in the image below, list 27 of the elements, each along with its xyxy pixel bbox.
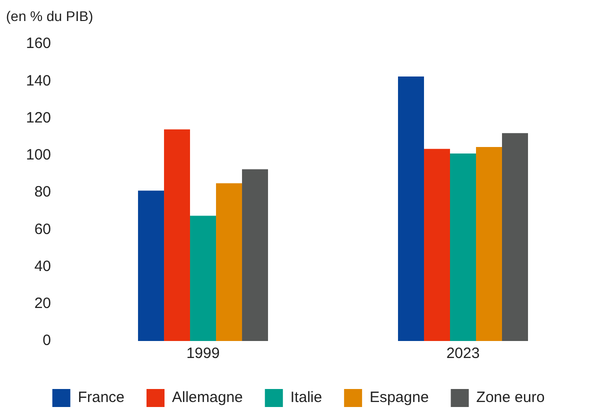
bar <box>242 169 268 341</box>
bar <box>424 148 450 341</box>
bar <box>190 216 216 341</box>
x-tick-label: 2023 <box>446 345 480 362</box>
bar <box>138 190 164 341</box>
x-tick-label: 1999 <box>186 345 220 362</box>
bar <box>164 129 190 341</box>
bar <box>450 154 476 341</box>
bar <box>216 183 242 341</box>
legend-label: France <box>78 389 125 406</box>
legend-label: Zone euro <box>476 389 545 406</box>
y-tick-label: 140 <box>26 72 52 90</box>
legend-label: Allemagne <box>172 389 243 406</box>
bar <box>502 133 528 341</box>
y-tick-label: 160 <box>26 35 52 52</box>
y-tick-label: 40 <box>34 258 52 275</box>
y-tick-label: 120 <box>26 109 52 126</box>
y-tick-label: 0 <box>42 332 52 350</box>
y-axis-title: (en % du PIB) <box>6 8 94 24</box>
legend-label: Italie <box>290 389 322 406</box>
y-tick-label: 20 <box>34 295 52 312</box>
bar <box>476 147 502 341</box>
legend-label: Espagne <box>370 389 429 406</box>
y-tick-label: 100 <box>26 146 52 164</box>
bar <box>398 76 424 341</box>
y-tick-label: 80 <box>34 184 52 201</box>
y-tick-label: 60 <box>34 220 52 238</box>
